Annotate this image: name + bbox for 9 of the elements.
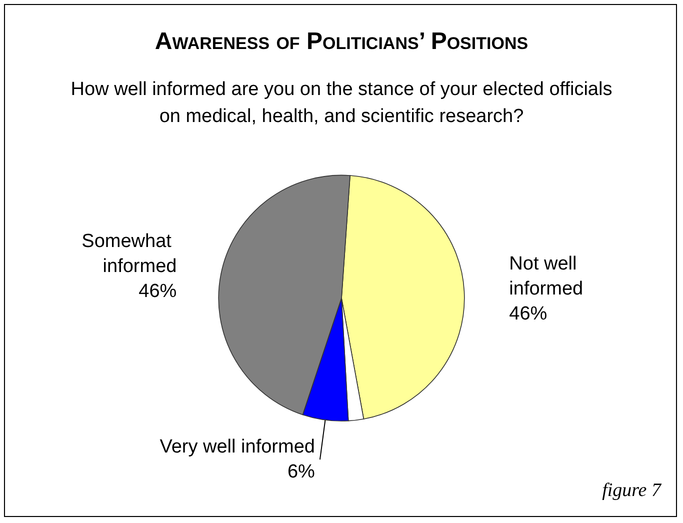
caption: figure 7	[602, 480, 661, 502]
data-label: 6%	[287, 462, 316, 483]
slice-label: Not well informed	[509, 254, 584, 300]
slice-label: Somewhat informed	[82, 230, 177, 277]
data-label: 46%	[509, 304, 548, 325]
slice-label: Very well informed	[160, 436, 315, 458]
data-label: 46%	[138, 280, 177, 302]
chart-subtitle: How well informed are you on the stance of your elected officials on medical, health, and scientific research?	[70, 78, 613, 129]
chart-title: Awareness of Politicians’ Positions	[154, 28, 530, 56]
